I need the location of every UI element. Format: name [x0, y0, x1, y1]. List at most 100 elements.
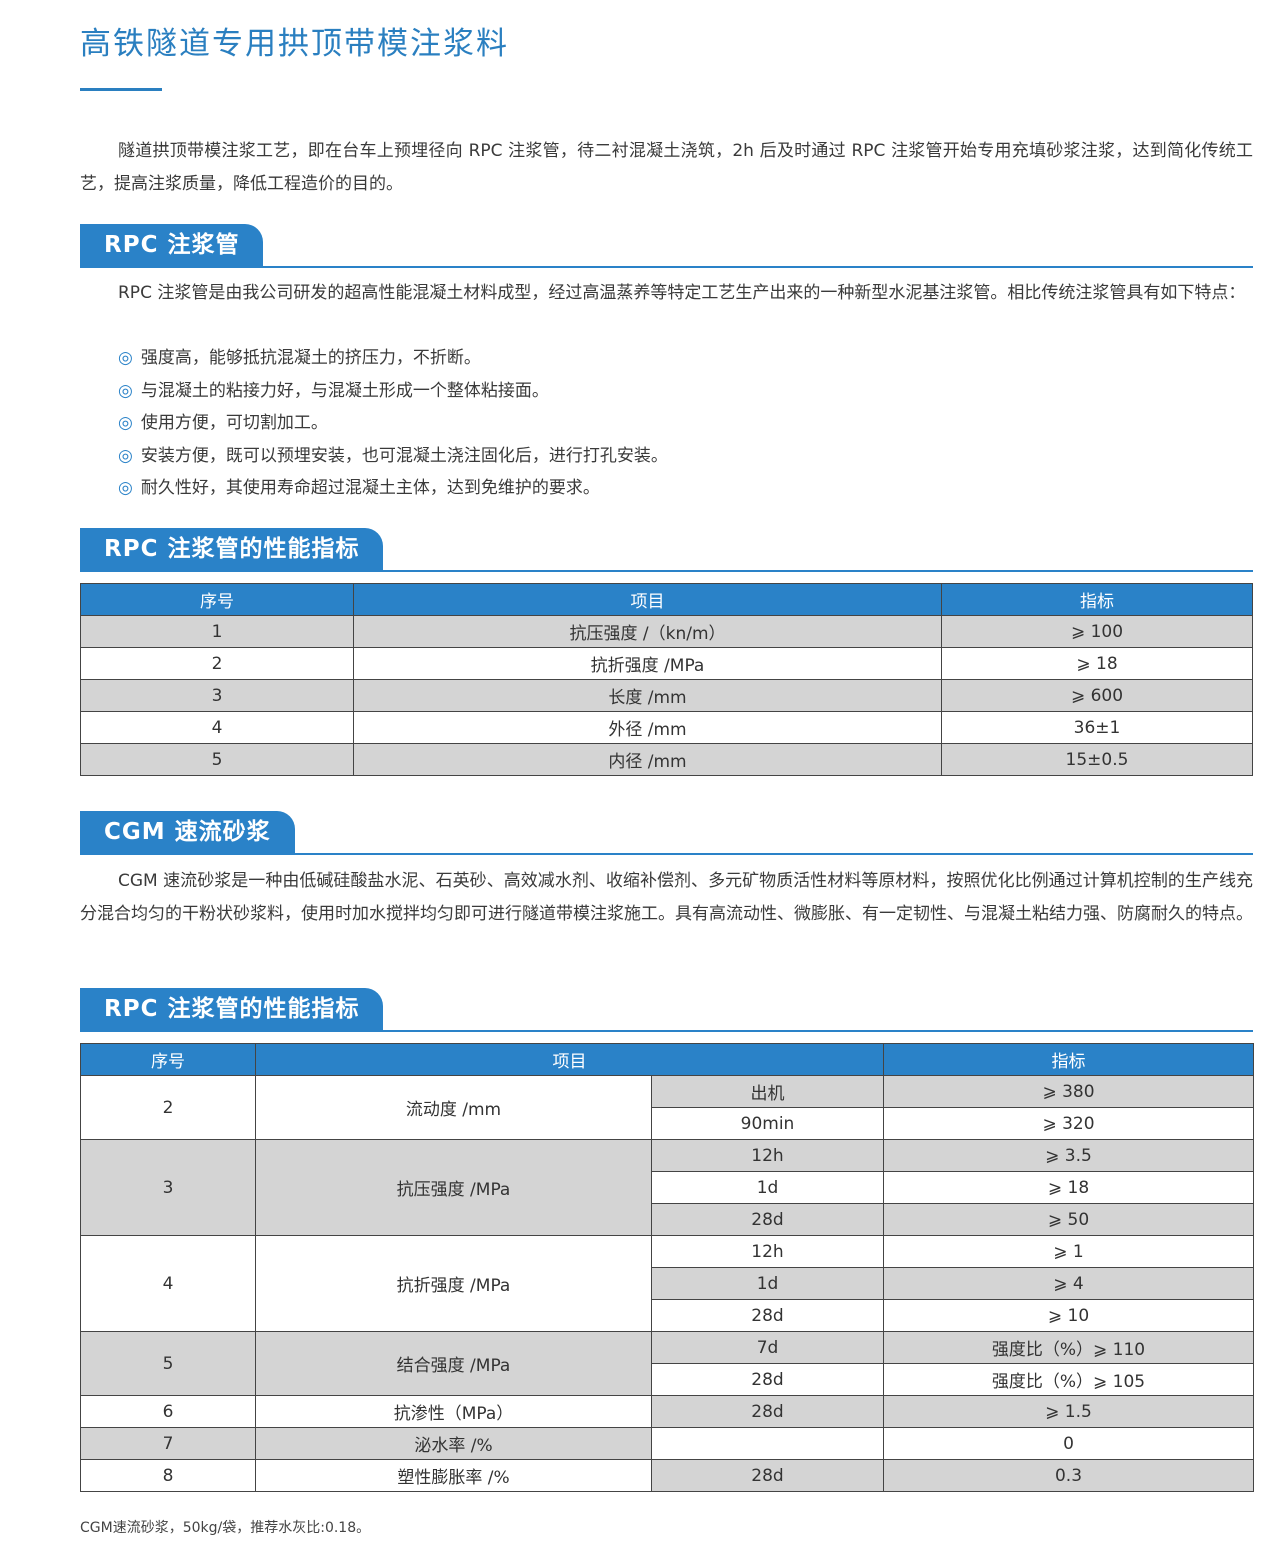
table-cell: 2: [80, 647, 354, 680]
table-row: 8 塑性膨胀率 /% 28d 0.3: [80, 1459, 1254, 1492]
row-number-cell: 2: [80, 1075, 256, 1140]
bullet-circle-icon: ◎: [118, 348, 133, 368]
row-number-cell: 6: [80, 1395, 256, 1428]
value-cell: 强度比（%）⩾ 105: [883, 1363, 1254, 1396]
table-row: 6 抗渗性（MPa） 28d ⩾ 1.5: [80, 1395, 1254, 1428]
intro-paragraph: 隧道拱顶带模注浆工艺，即在台车上预埋径向 RPC 注浆管，待二衬混凝土浇筑，2h…: [80, 141, 1253, 194]
condition-cell: 28d: [651, 1299, 884, 1332]
row-number-cell: 5: [80, 1331, 256, 1396]
value-cell: ⩾ 3.5: [883, 1139, 1254, 1172]
row-number-cell: 4: [80, 1235, 256, 1332]
section-header-cgm: CGM 速流砂浆: [80, 811, 1253, 855]
table-row: 2 抗折强度 /MPa ⩾ 18: [80, 647, 1253, 680]
condition-cell: 12h: [651, 1235, 884, 1268]
condition-cell: [651, 1427, 884, 1460]
table-row: 90min ⩾ 320: [81, 1107, 1254, 1140]
condition-cell: 1d: [651, 1267, 884, 1300]
table-row: 4 外径 /mm 36±1: [80, 711, 1253, 744]
value-cell: ⩾ 4: [883, 1267, 1254, 1300]
title-underline: [80, 88, 162, 91]
section-heading: RPC 注浆管的性能指标: [80, 988, 384, 1030]
table-cell: 1: [80, 615, 354, 648]
condition-cell: 28d: [651, 1363, 884, 1396]
table-cell: 抗折强度 /MPa: [353, 647, 942, 680]
condition-cell: 90min: [651, 1107, 884, 1140]
bullet-circle-icon: ◎: [118, 445, 133, 466]
table-cell: 15±0.5: [941, 743, 1253, 776]
list-item: ◎ 使用方便，可切割加工。: [118, 407, 668, 440]
feature-list: ◎ 强度高，能够抵抗混凝土的挤压力，不折断。 ◎ 与混凝土的粘接力好，与混凝土形成一个…: [118, 342, 668, 505]
list-item-text: 与混凝土的粘接力好，与混凝土形成一个整体粘接面。: [140, 380, 549, 401]
section-header-rpc: RPC 注浆管: [80, 224, 1253, 268]
item-cell: 泌水率 /%: [255, 1427, 652, 1460]
table-row: 28d 强度比（%）⩾ 105: [81, 1363, 1254, 1396]
list-item: ◎ 强度高，能够抵抗混凝土的挤压力，不折断。: [118, 342, 668, 375]
table-cell: 36±1: [941, 711, 1253, 744]
item-cell: 抗压强度 /MPa: [255, 1139, 652, 1236]
value-cell: ⩾ 380: [883, 1075, 1254, 1108]
column-header: 项目: [353, 583, 942, 616]
bullet-circle-icon: ◎: [118, 380, 133, 401]
value-cell: 强度比（%）⩾ 110: [883, 1331, 1254, 1364]
table-row: 28d ⩾ 10: [81, 1299, 1254, 1332]
table-row: 3 长度 /mm ⩾ 600: [80, 679, 1253, 712]
table-cell: ⩾ 600: [941, 679, 1253, 712]
list-item-text: 耐久性好，其使用寿命超过混凝土主体，达到免维护的要求。: [140, 478, 600, 499]
table-row: 2 流动度 /mm 出机 ⩾ 380: [80, 1075, 1254, 1140]
table-cell: 5: [80, 743, 354, 776]
condition-cell: 28d: [651, 1459, 884, 1492]
item-cell: 塑性膨胀率 /%: [255, 1459, 652, 1492]
condition-cell: 12h: [651, 1139, 884, 1172]
item-cell: 抗折强度 /MPa: [255, 1235, 652, 1332]
section-heading: RPC 注浆管: [80, 224, 264, 266]
bullet-circle-icon: ◎: [118, 413, 133, 434]
table-cell: ⩾ 100: [941, 615, 1253, 648]
value-cell: ⩾ 1.5: [883, 1395, 1254, 1428]
cgm-paragraph: CGM 速流砂浆是一种由低碱硅酸盐水泥、石英砂、高效减水剂、收缩补偿剂、多元矿物…: [80, 871, 1253, 924]
rpc-paragraph: RPC 注浆管是由我公司研发的超高性能混凝土材料成型，经过高温蒸养等特定工艺生产…: [118, 283, 1246, 303]
section-header-table2: RPC 注浆管的性能指标: [80, 988, 1253, 1032]
value-cell: ⩾ 1: [883, 1235, 1254, 1268]
section-heading: CGM 速流砂浆: [80, 811, 295, 853]
condition-cell: 28d: [651, 1203, 884, 1236]
table-row: 5 结合强度 /MPa 7d 强度比（%）⩾ 110: [80, 1331, 1254, 1396]
table-cell: ⩾ 18: [941, 647, 1253, 680]
rpc-spec-table: 序号 项目 指标 1 抗压强度 /（kn/m） ⩾ 100 2 抗折强度 /MPa ⩾ 18 3 长…: [80, 583, 1253, 776]
value-cell: ⩾ 50: [883, 1203, 1254, 1236]
condition-cell: 出机: [651, 1075, 884, 1108]
value-cell: ⩾ 10: [883, 1299, 1254, 1332]
section-header-table1: RPC 注浆管的性能指标: [80, 528, 1253, 572]
column-header: 指标: [941, 583, 1253, 616]
table-row: 3 抗压强度 /MPa 12h ⩾ 3.5: [80, 1139, 1254, 1236]
table-header-row: 序号 项目 指标: [80, 583, 1253, 616]
table-row: 1d ⩾ 18: [81, 1171, 1254, 1204]
value-cell: ⩾ 320: [883, 1107, 1254, 1140]
value-cell: 0: [883, 1427, 1254, 1460]
column-header: 序号: [80, 583, 354, 616]
condition-cell: 7d: [651, 1331, 884, 1364]
table-row: 5 内径 /mm 15±0.5: [80, 743, 1253, 776]
footnote: CGM速流砂浆，50kg/袋，推荐水灰比:0.18。: [80, 1520, 371, 1536]
cgm-spec-table: 序号 项目 指标 2 流动度 /mm 出机 ⩾ 380 90min ⩾ 320 3 抗压强度 /MP…: [80, 1043, 1254, 1492]
table-cell: 长度 /mm: [353, 679, 942, 712]
table-row: 28d ⩾ 50: [81, 1203, 1254, 1236]
column-header: 指标: [883, 1043, 1254, 1076]
list-item: ◎ 与混凝土的粘接力好，与混凝土形成一个整体粘接面。: [118, 375, 668, 408]
section-heading: RPC 注浆管的性能指标: [80, 528, 384, 570]
list-item-text: 强度高，能够抵抗混凝土的挤压力，不折断。: [140, 348, 481, 368]
table-row: 4 抗折强度 /MPa 12h ⩾ 1: [80, 1235, 1254, 1332]
page-title: 高铁隧道专用拱顶带模注浆料: [80, 26, 509, 62]
table-row: 1d ⩾ 4: [81, 1267, 1254, 1300]
row-number-cell: 7: [80, 1427, 256, 1460]
table-cell: 抗压强度 /（kn/m）: [353, 615, 942, 648]
item-cell: 抗渗性（MPa）: [255, 1395, 652, 1428]
list-item: ◎ 耐久性好，其使用寿命超过混凝土主体，达到免维护的要求。: [118, 472, 668, 505]
value-cell: 0.3: [883, 1459, 1254, 1492]
column-header: 项目: [255, 1043, 884, 1076]
list-item: ◎ 安装方便，既可以预埋安装，也可混凝土浇注固化后，进行打孔安装。: [118, 440, 668, 473]
list-item-text: 使用方便，可切割加工。: [140, 413, 328, 434]
item-cell: 流动度 /mm: [255, 1075, 652, 1140]
table-cell: 3: [80, 679, 354, 712]
item-cell: 结合强度 /MPa: [255, 1331, 652, 1396]
